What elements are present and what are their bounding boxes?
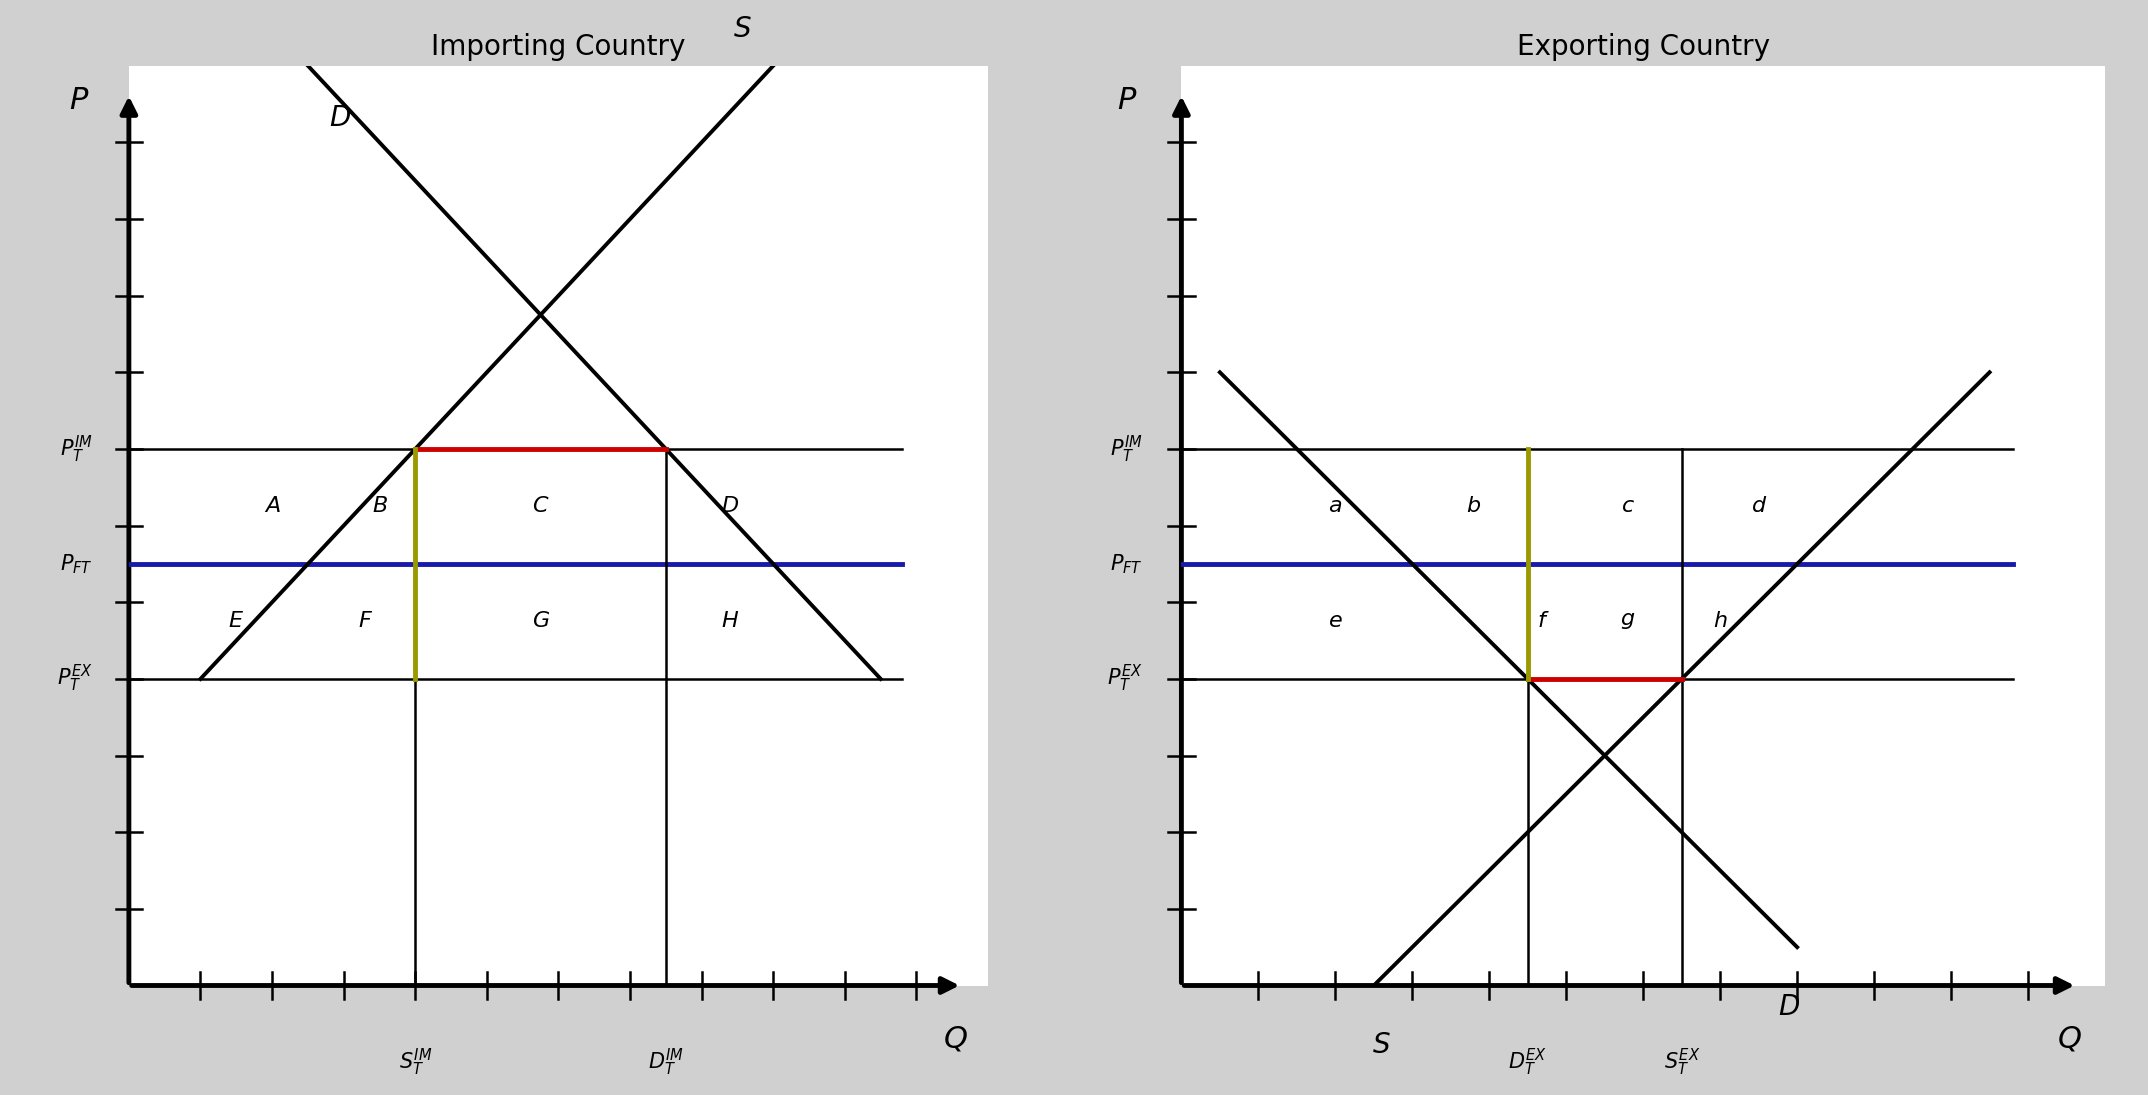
- Text: $D_T^{IM}$: $D_T^{IM}$: [649, 1047, 683, 1077]
- Text: $S_T^{IM}$: $S_T^{IM}$: [400, 1047, 432, 1077]
- Text: $P_T^{IM}$: $P_T^{IM}$: [60, 434, 92, 464]
- Text: $G$: $G$: [531, 611, 550, 632]
- Text: $S$: $S$: [1373, 1031, 1392, 1060]
- Text: $F$: $F$: [357, 611, 374, 632]
- Text: $P$: $P$: [1117, 87, 1138, 115]
- Text: $f$: $f$: [1536, 611, 1549, 632]
- Text: $D$: $D$: [1779, 993, 1800, 1022]
- Text: $H$: $H$: [722, 611, 739, 632]
- Text: $P_{FT}$: $P_{FT}$: [60, 552, 92, 576]
- Text: $b$: $b$: [1467, 496, 1482, 517]
- Text: $g$: $g$: [1620, 611, 1635, 632]
- Title: Importing Country: Importing Country: [432, 33, 685, 60]
- Text: $B$: $B$: [372, 496, 387, 517]
- Text: $D_T^{EX}$: $D_T^{EX}$: [1508, 1047, 1547, 1077]
- Text: $C$: $C$: [533, 496, 550, 517]
- Text: $A$: $A$: [264, 496, 281, 517]
- Text: $P_T^{EX}$: $P_T^{EX}$: [1106, 664, 1143, 694]
- Text: $c$: $c$: [1622, 496, 1635, 517]
- Text: $Q$: $Q$: [943, 1025, 967, 1053]
- Text: $Q$: $Q$: [2058, 1025, 2081, 1053]
- Text: $a$: $a$: [1327, 496, 1342, 517]
- Text: $P_T^{IM}$: $P_T^{IM}$: [1111, 434, 1143, 464]
- Title: Exporting Country: Exporting Country: [1516, 33, 1770, 60]
- Text: $S$: $S$: [732, 14, 752, 43]
- Text: $P_{FT}$: $P_{FT}$: [1111, 552, 1143, 576]
- Text: $P$: $P$: [69, 87, 88, 115]
- Text: $D$: $D$: [329, 104, 352, 132]
- Text: $e$: $e$: [1327, 611, 1342, 632]
- Text: $D$: $D$: [722, 496, 739, 517]
- Text: $S_T^{EX}$: $S_T^{EX}$: [1663, 1047, 1699, 1077]
- Text: $P_T^{EX}$: $P_T^{EX}$: [58, 664, 92, 694]
- Text: $E$: $E$: [228, 611, 245, 632]
- Text: $h$: $h$: [1712, 611, 1727, 632]
- Text: $d$: $d$: [1751, 496, 1768, 517]
